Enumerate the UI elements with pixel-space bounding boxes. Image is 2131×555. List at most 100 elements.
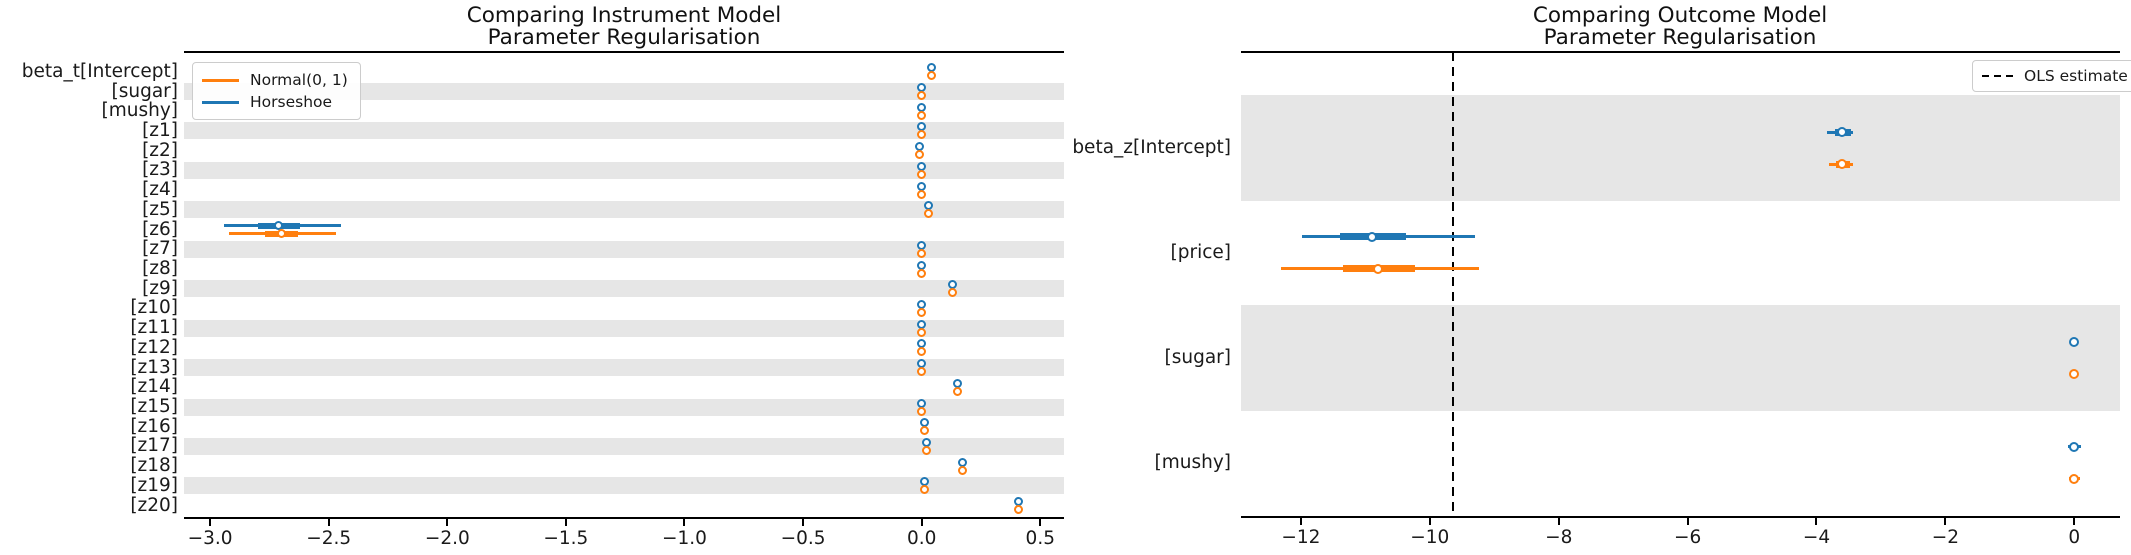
row-band [184, 122, 1064, 140]
normal-line-swatch-icon [202, 78, 239, 82]
normal-median-marker [917, 110, 927, 120]
normal-median-marker [2069, 368, 2080, 379]
outcome-legend: OLS estimate [1972, 60, 2131, 92]
y-axis-label: [z3] [142, 159, 178, 181]
normal-median-marker [914, 150, 924, 160]
row-band [1241, 95, 2120, 201]
normal-median-marker [926, 71, 936, 81]
row-band [184, 398, 1064, 416]
y-axis-label: [z11] [130, 317, 178, 339]
x-tick-label: −12 [1281, 527, 1321, 548]
y-axis-label: [z8] [142, 258, 178, 279]
y-axis-label: [z10] [130, 297, 178, 319]
row-band [1241, 304, 2120, 411]
normal-median-marker [952, 386, 962, 396]
row-band [184, 240, 1064, 258]
y-axis-label: [z12] [130, 336, 178, 358]
x-tick-label: −0.5 [780, 528, 826, 549]
ols-estimate-line [1451, 52, 1455, 516]
x-tick-label: 0.5 [1025, 528, 1055, 549]
normal-median-marker [917, 367, 927, 377]
normal-median-marker [917, 347, 927, 357]
y-axis-label: [z5] [142, 198, 178, 220]
y-axis-label: [z4] [142, 179, 178, 201]
normal-median-marker [919, 426, 929, 436]
legend-label-horseshoe: Horseshoe [250, 93, 333, 111]
normal-median-marker [1372, 263, 1383, 274]
outcome-panel-title: Comparing Outcome Model Parameter Regula… [1380, 5, 1980, 49]
legend-label-normal: Normal(0, 1) [250, 71, 348, 89]
title-line: Parameter Regularisation [487, 25, 761, 50]
row-band [184, 83, 1064, 101]
row-band [184, 161, 1064, 179]
x-tick-label: 0 [2068, 527, 2081, 548]
normal-median-marker [917, 406, 927, 416]
horseshoe-median-marker [1837, 127, 1848, 137]
x-axis-line [1241, 516, 2120, 518]
row-band [184, 201, 1064, 219]
y-axis-label: [z16] [130, 415, 178, 437]
normal-median-marker [276, 229, 286, 239]
x-tick-mark [1815, 518, 1818, 525]
x-tick-mark [2073, 518, 2076, 525]
normal-median-marker [919, 485, 929, 495]
legend-label-ols: OLS estimate [2024, 67, 2128, 85]
x-tick-mark [1686, 518, 1689, 525]
instrument-panel-title: Comparing Instrument Model Parameter Reg… [324, 5, 924, 49]
x-tick-label: −2 [1931, 527, 1959, 548]
normal-median-marker [921, 445, 931, 455]
horseshoe-median-marker [2069, 441, 2080, 452]
row-band [184, 477, 1064, 495]
x-tick-label: 0.0 [906, 528, 937, 549]
x-tick-label: −2.0 [424, 528, 470, 549]
normal-median-marker [917, 307, 927, 317]
x-tick-mark [446, 519, 449, 526]
normal-median-marker [917, 189, 927, 199]
x-tick-label: −1.5 [543, 528, 589, 549]
normal-median-marker [948, 288, 958, 298]
title-line: Parameter Regularisation [1543, 25, 1817, 50]
y-axis-label: [z19] [130, 474, 178, 496]
y-axis-label: [z14] [130, 376, 178, 398]
x-tick-mark [564, 519, 567, 526]
x-tick-mark [920, 519, 923, 526]
row-band [184, 319, 1064, 337]
x-tick-label: −1.0 [662, 528, 707, 549]
row-band [184, 437, 1064, 455]
top-spine [184, 51, 1064, 53]
x-tick-label: −8 [1545, 527, 1573, 548]
legend-item-horseshoe: Horseshoe [202, 91, 348, 113]
y-axis-label: [mushy] [1154, 451, 1232, 473]
row-band [184, 359, 1064, 377]
x-tick-mark [683, 519, 686, 526]
y-axis-label: [z18] [130, 455, 178, 477]
normal-median-marker [924, 209, 934, 219]
title-line: Comparing Instrument Model [466, 3, 782, 28]
normal-median-marker [917, 268, 927, 278]
y-axis-label: [z20] [130, 494, 178, 516]
y-axis-label: [z2] [142, 139, 178, 161]
x-tick-label: −3.0 [187, 528, 233, 549]
y-axis-label: [z9] [142, 277, 178, 299]
dashed-line-swatch-icon [1982, 74, 2013, 78]
horseshoe-line-swatch-icon [202, 100, 239, 104]
y-axis-label: [sugar] [111, 80, 178, 102]
y-axis-label: [price] [1170, 241, 1231, 263]
x-tick-mark [1299, 518, 1302, 525]
normal-median-marker [957, 465, 967, 475]
instrument-legend: Normal(0, 1) Horseshoe [192, 62, 361, 120]
x-tick-label: −2.5 [306, 528, 352, 549]
normal-median-marker [917, 327, 927, 337]
row-band [184, 280, 1064, 298]
y-axis-label: [z15] [130, 396, 178, 418]
x-tick-mark [327, 519, 330, 526]
x-tick-mark [1944, 518, 1947, 525]
title-line: Comparing Outcome Model [1532, 3, 1828, 28]
x-tick-mark [1557, 518, 1560, 525]
y-axis-label: [z7] [142, 238, 178, 260]
top-spine [1241, 51, 2120, 53]
legend-item-ols: OLS estimate [1982, 65, 2128, 87]
